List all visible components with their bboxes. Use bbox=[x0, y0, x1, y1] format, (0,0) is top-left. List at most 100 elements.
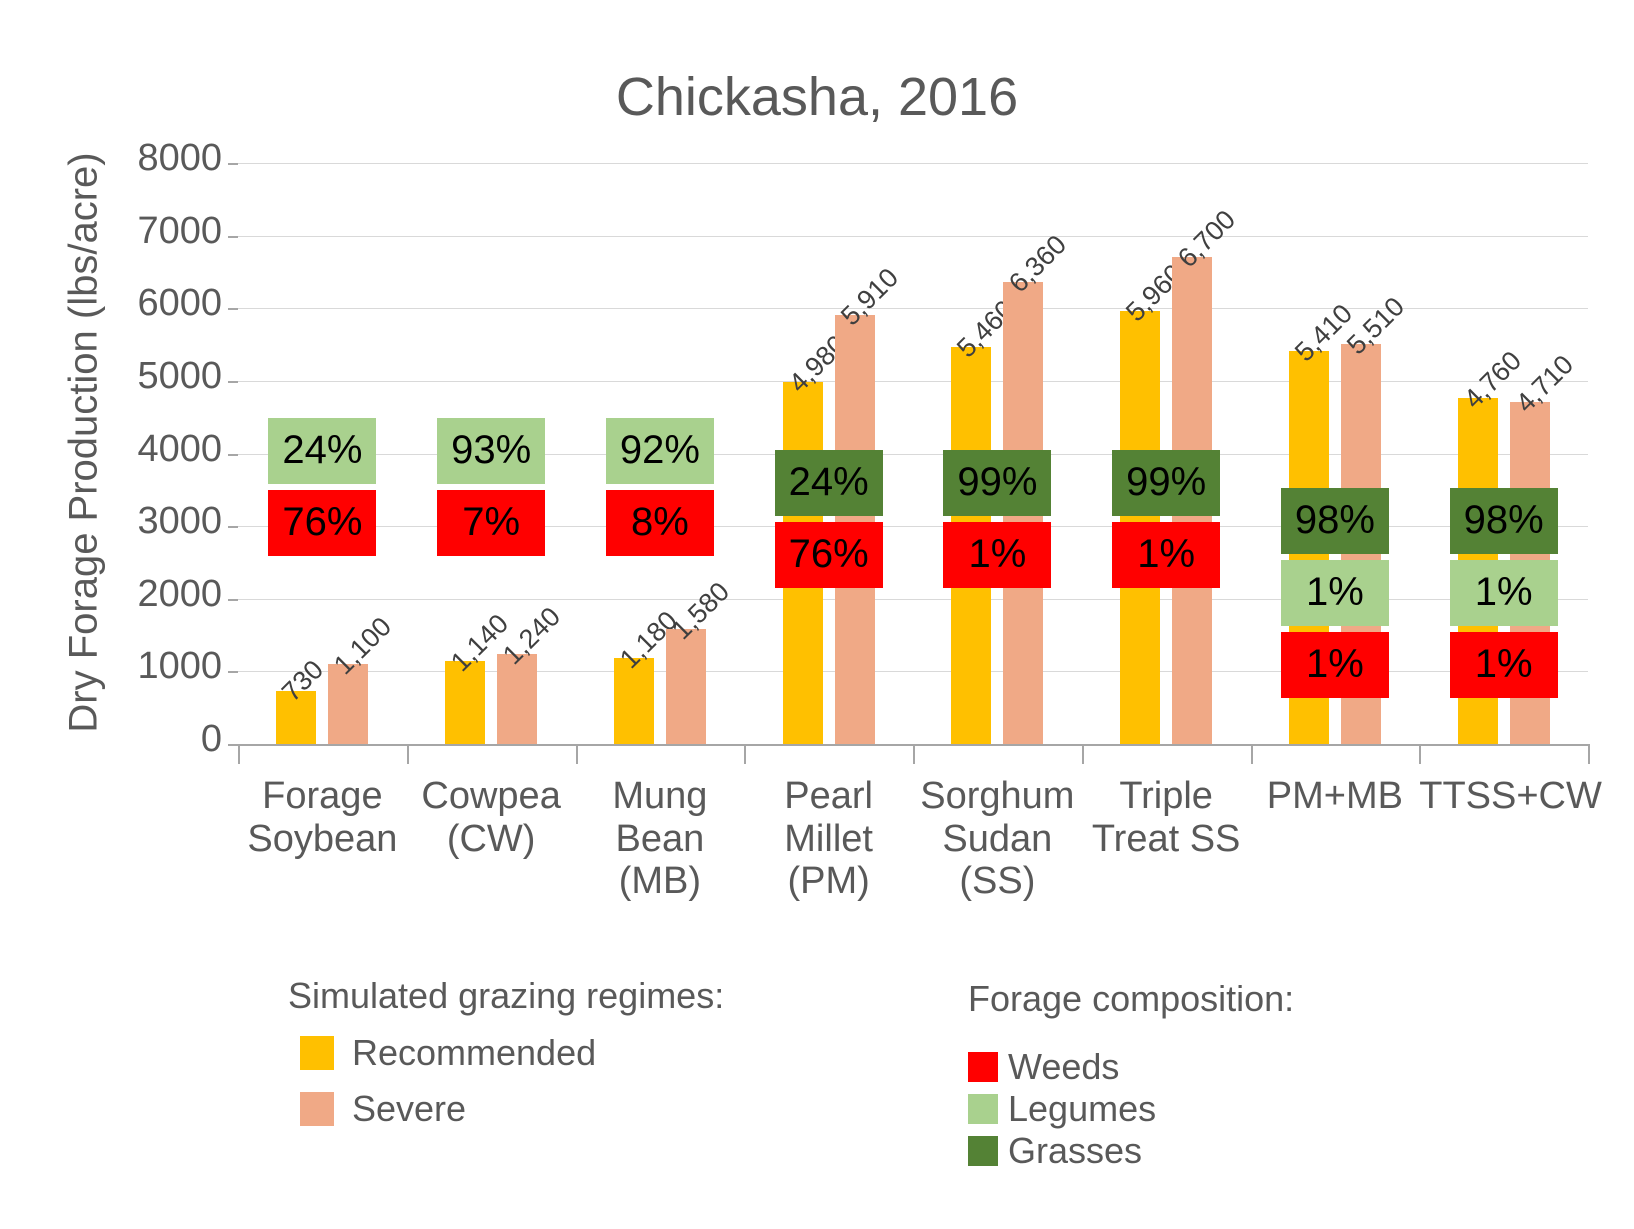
x-axis-category-label: Forage Soybean bbox=[238, 775, 407, 860]
category-label-line: Millet bbox=[784, 817, 873, 860]
y-axis-tick-mark bbox=[228, 235, 238, 238]
legend-item[interactable]: Legumes bbox=[968, 1088, 1156, 1130]
category-label-line: Pearl bbox=[784, 775, 873, 817]
legend-item[interactable]: Recommended bbox=[300, 1032, 596, 1074]
composition-box-grasses[interactable]: 99% bbox=[1112, 449, 1221, 516]
composition-box-weeds[interactable]: 7% bbox=[437, 489, 546, 556]
category-label-line: Mung bbox=[612, 775, 708, 817]
category-label-line: PM+MB bbox=[1266, 775, 1403, 817]
y-axis-tick-label: 8000 bbox=[137, 137, 222, 179]
composition-box-weeds[interactable]: 8% bbox=[605, 489, 714, 556]
chart-title: Chickasha, 2016 bbox=[615, 67, 1019, 127]
y-axis-tick-mark bbox=[228, 526, 238, 529]
gridline bbox=[238, 453, 1588, 455]
legend-swatch-icon bbox=[968, 1094, 998, 1124]
y-axis-tick-label: 2000 bbox=[137, 572, 222, 615]
composition-box-grasses[interactable]: 24% bbox=[774, 449, 883, 516]
y-axis-tick-label: 0 bbox=[200, 718, 222, 760]
category-label-line: (CW) bbox=[446, 817, 536, 860]
y-axis-tick-label: 3000 bbox=[137, 500, 222, 543]
y-axis-tick-mark bbox=[228, 598, 238, 601]
y-axis-tick-mark bbox=[228, 671, 238, 674]
x-axis-category-label: Sorghum Sudan (SS) bbox=[913, 775, 1082, 903]
legend-item[interactable]: Grasses bbox=[968, 1130, 1142, 1172]
gridline bbox=[238, 526, 1588, 528]
x-axis-category-label: PM+MB bbox=[1251, 775, 1420, 818]
y-axis-tick-label: 6000 bbox=[137, 282, 222, 325]
x-axis-tick-mark bbox=[406, 744, 409, 764]
category-label-line: Triple bbox=[1119, 775, 1213, 817]
composition-box-legumes[interactable]: 1% bbox=[1280, 559, 1389, 626]
legend-label: Recommended bbox=[352, 1032, 597, 1073]
y-axis-tick-label: 1000 bbox=[137, 645, 222, 688]
legend-label: Severe bbox=[352, 1088, 467, 1129]
x-axis-tick-mark bbox=[1419, 744, 1422, 764]
category-label-line: (MB) bbox=[618, 860, 702, 903]
x-axis-tick-mark bbox=[575, 744, 578, 764]
y-axis-tick-mark bbox=[228, 380, 238, 383]
y-axis-tick-mark bbox=[228, 453, 238, 456]
category-label-line: Cowpea bbox=[421, 775, 561, 817]
x-axis-tick-mark bbox=[238, 744, 240, 764]
legend-swatch-icon bbox=[968, 1136, 998, 1166]
composition-box-weeds[interactable]: 1% bbox=[1280, 631, 1389, 698]
composition-box-weeds[interactable]: 76% bbox=[268, 489, 377, 556]
bar-severe[interactable] bbox=[328, 664, 369, 744]
composition-box-weeds[interactable]: 1% bbox=[943, 521, 1052, 588]
y-axis-tick-label: 4000 bbox=[137, 427, 222, 470]
gridline bbox=[238, 598, 1588, 600]
legend-title: Forage composition: bbox=[968, 978, 1295, 1019]
bar-recommended[interactable] bbox=[613, 658, 654, 744]
y-axis-tick-label: 5000 bbox=[137, 354, 222, 397]
category-label-line: Treat SS bbox=[1091, 817, 1241, 860]
bar-recommended[interactable] bbox=[445, 661, 486, 744]
category-label-line: Bean bbox=[615, 817, 705, 860]
category-label-line: TTSS+CW bbox=[1419, 775, 1602, 817]
legend-item[interactable]: Weeds bbox=[968, 1046, 1119, 1088]
x-axis-tick-mark bbox=[744, 744, 747, 764]
legend-swatch-icon bbox=[968, 1052, 998, 1082]
x-axis-category-label: Triple Treat SS bbox=[1082, 775, 1251, 860]
category-label-line: (SS) bbox=[959, 860, 1036, 903]
bar-severe[interactable] bbox=[497, 653, 538, 744]
composition-box-weeds[interactable]: 1% bbox=[1112, 521, 1221, 588]
composition-box-legumes[interactable]: 1% bbox=[1449, 559, 1558, 626]
gridline bbox=[238, 163, 1588, 164]
y-axis-tick-label: 7000 bbox=[137, 209, 222, 252]
legend-swatch-icon bbox=[300, 1036, 334, 1070]
y-axis-tick-mark bbox=[228, 163, 238, 165]
x-axis-tick-mark bbox=[913, 744, 915, 764]
category-label-line: (PM) bbox=[787, 860, 870, 903]
legend-label: Legumes bbox=[1008, 1088, 1157, 1129]
category-label-line: Sudan bbox=[942, 817, 1053, 860]
bar-severe[interactable] bbox=[665, 629, 706, 744]
composition-box-grasses[interactable]: 98% bbox=[1280, 487, 1389, 554]
legend-swatch-icon bbox=[300, 1092, 334, 1126]
gridline bbox=[238, 671, 1588, 673]
category-label-line: Sorghum bbox=[920, 775, 1075, 817]
gridline bbox=[238, 308, 1588, 310]
composition-box-grasses[interactable]: 98% bbox=[1449, 487, 1558, 554]
legend-title: Simulated grazing regimes: bbox=[288, 975, 725, 1016]
composition-box-legumes[interactable]: 93% bbox=[437, 417, 546, 484]
x-axis-tick-mark bbox=[1081, 744, 1084, 764]
composition-box-grasses[interactable]: 99% bbox=[943, 449, 1052, 516]
x-axis-category-label: Mung Bean (MB) bbox=[576, 775, 745, 903]
plot-area: 730 1,100 1,140 1,240 1,180 1,580 4,980 5,910 5,… bbox=[238, 163, 1588, 746]
composition-box-legumes[interactable]: 92% bbox=[605, 417, 714, 484]
composition-box-weeds[interactable]: 76% bbox=[774, 521, 883, 588]
legend-item[interactable]: Severe bbox=[300, 1088, 466, 1130]
x-axis-tick-mark bbox=[1588, 744, 1590, 764]
legend-label: Grasses bbox=[1008, 1130, 1143, 1171]
y-axis-tick-mark bbox=[228, 744, 238, 746]
y-axis-tick-mark bbox=[228, 308, 238, 311]
bar-recommended[interactable] bbox=[276, 690, 317, 744]
category-label-line: Forage bbox=[262, 775, 383, 817]
x-axis-tick-mark bbox=[1250, 744, 1253, 764]
gridline bbox=[238, 380, 1588, 382]
composition-box-weeds[interactable]: 1% bbox=[1449, 631, 1558, 698]
x-axis-category-label: Cowpea (CW) bbox=[407, 775, 576, 860]
category-label-line: Soybean bbox=[247, 817, 398, 860]
composition-box-legumes[interactable]: 24% bbox=[268, 417, 377, 484]
legend-label: Weeds bbox=[1008, 1046, 1120, 1087]
